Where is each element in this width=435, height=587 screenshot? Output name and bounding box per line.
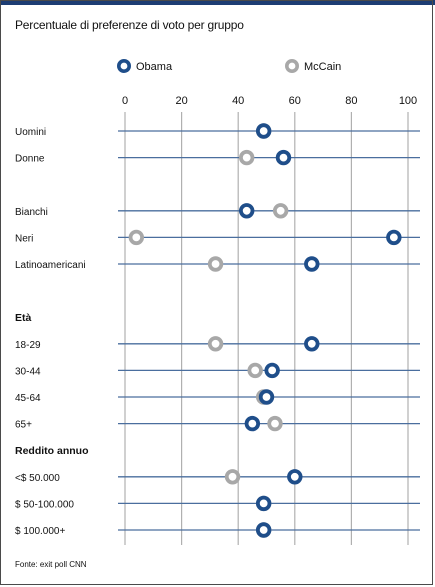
x-tick-label-20: 20 xyxy=(175,95,187,107)
legend-label-obama: Obama xyxy=(136,61,173,73)
top-accent-bar xyxy=(0,0,435,5)
point-obama-bianchi xyxy=(238,203,255,219)
point-mccain-neri xyxy=(128,229,145,246)
legend-label-mccain: McCain xyxy=(304,61,341,73)
point-mccain-18-29 xyxy=(207,336,224,352)
x-tick-label-60: 60 xyxy=(289,95,301,107)
point-obama--100-000- xyxy=(255,522,272,538)
point-obama-18-29 xyxy=(304,336,320,352)
point-obama-neri xyxy=(386,229,402,246)
point-mccain-bianchi xyxy=(272,203,289,219)
point-mccain-65- xyxy=(267,415,283,432)
x-tick-label-100: 100 xyxy=(399,95,417,107)
point-mccain-30-44 xyxy=(247,362,263,379)
x-tick-label-0: 0 xyxy=(122,95,128,107)
group-header-reddito-annuo: Reddito annuo xyxy=(15,445,89,457)
row-label-65-: 65+ xyxy=(15,420,32,431)
point-mccain--50-000 xyxy=(224,469,241,485)
point-obama-latinoamericani xyxy=(304,256,320,272)
point-obama--50-000 xyxy=(287,469,303,485)
row-label-45-64: 45-64 xyxy=(15,393,41,404)
row-label-donne: Donne xyxy=(15,154,45,165)
legend-marker-mccain xyxy=(284,58,299,73)
legend-marker-obama xyxy=(117,58,132,73)
chart-title: Percentuale di preferenze di voto per gr… xyxy=(15,18,244,32)
point-mccain-latinoamericani xyxy=(207,256,224,272)
point-obama--50-100-000 xyxy=(255,495,272,512)
point-obama-45-64 xyxy=(258,389,275,405)
row-label--50-000: <$ 50.000 xyxy=(15,473,60,484)
point-obama-65- xyxy=(244,415,261,432)
row-label--100-000-: $ 100.000+ xyxy=(15,526,65,537)
x-tick-label-40: 40 xyxy=(232,95,244,107)
row-label--50-100-000: $ 50-100.000 xyxy=(15,499,74,510)
source-footnote: Fonte: exit poll CNN xyxy=(15,560,87,569)
point-obama-uomini xyxy=(255,123,272,139)
point-obama-30-44 xyxy=(264,362,280,379)
row-label-bianchi: Bianchi xyxy=(15,207,48,218)
group-header-et-: Età xyxy=(15,312,32,324)
x-tick-label-80: 80 xyxy=(345,95,357,107)
row-label-uomini: Uomini xyxy=(15,127,46,138)
row-label-neri: Neri xyxy=(15,233,33,244)
point-mccain-donne xyxy=(238,149,255,166)
row-label-latinoamericani: Latinoamericani xyxy=(15,260,86,271)
row-label-18-29: 18-29 xyxy=(15,340,41,351)
row-label-30-44: 30-44 xyxy=(15,366,41,377)
point-obama-donne xyxy=(275,149,292,166)
